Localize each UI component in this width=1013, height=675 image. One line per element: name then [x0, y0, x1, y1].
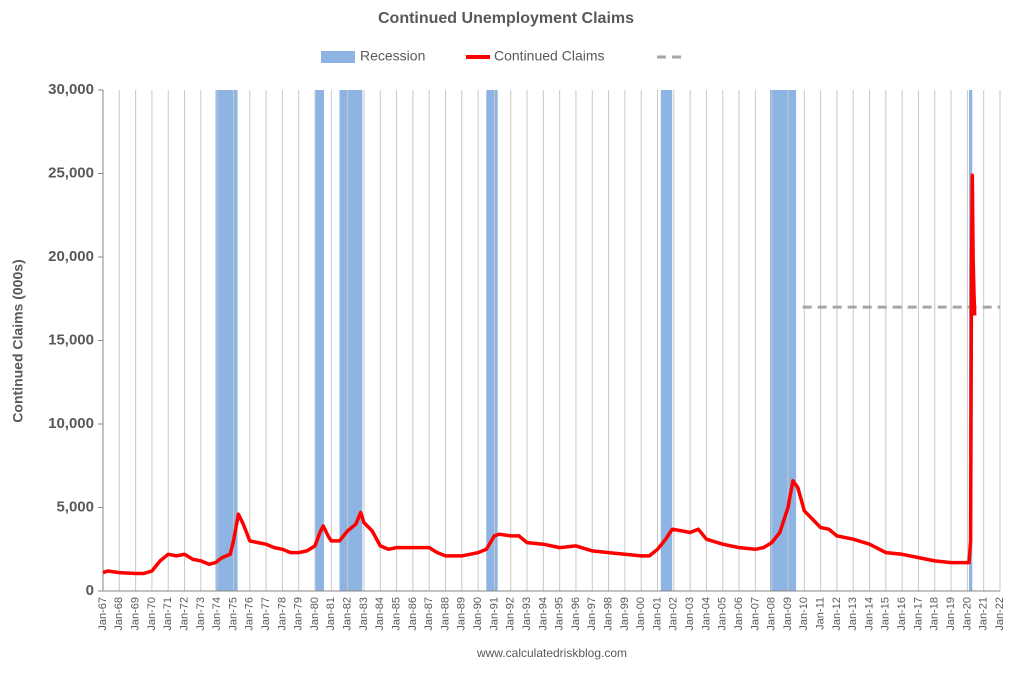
- x-tick-label: Jan-92: [505, 597, 517, 631]
- x-tick-label: Jan-67: [97, 597, 109, 631]
- x-tick-label: Jan-15: [880, 597, 892, 631]
- x-tick-label: Jan-03: [684, 597, 696, 631]
- recession-band: [660, 90, 673, 591]
- y-tick-label: 30,000: [48, 81, 94, 98]
- legend-label: Continued Claims: [494, 48, 605, 64]
- x-tick-label: Jan-06: [733, 597, 745, 631]
- x-tick-label: Jan-79: [293, 597, 305, 631]
- x-tick-label: Jan-01: [651, 597, 663, 631]
- x-tick-label: Jan-88: [439, 597, 451, 631]
- x-tick-label: Jan-87: [423, 597, 435, 631]
- x-tick-label: Jan-18: [929, 597, 941, 631]
- x-tick-label: Jan-68: [113, 597, 125, 631]
- x-tick-label: Jan-85: [390, 597, 402, 631]
- x-tick-label: Jan-16: [896, 597, 908, 631]
- x-tick-label: Jan-93: [521, 597, 533, 631]
- legend: Recession Continued Claims: [321, 48, 683, 64]
- y-tick-label: 0: [86, 582, 94, 599]
- x-tick-label: Jan-00: [635, 597, 647, 631]
- x-tick-label: Jan-82: [342, 597, 354, 631]
- x-tick-label: Jan-70: [146, 597, 158, 631]
- recession-band: [315, 90, 324, 591]
- x-tick-label: Jan-83: [358, 597, 370, 631]
- y-tick-label: 15,000: [48, 331, 94, 348]
- x-tick-label: Jan-90: [472, 597, 484, 631]
- y-tick-label: 20,000: [48, 248, 94, 265]
- x-tick-label: Jan-04: [700, 597, 712, 631]
- legend-swatch: [321, 51, 355, 63]
- source: www.calculatedriskblog.com: [476, 646, 627, 660]
- x-tick-label: Jan-74: [211, 597, 223, 631]
- legend-label: Recession: [360, 48, 425, 64]
- x-tick-label: Jan-69: [130, 597, 142, 631]
- x-tick-label: Jan-84: [374, 597, 386, 631]
- y-axis-label: Continued Claims (000s): [10, 259, 26, 422]
- x-tick-label: Jan-96: [570, 597, 582, 631]
- x-tick-label: Jan-12: [831, 597, 843, 631]
- x-tick-label: Jan-02: [668, 597, 680, 631]
- x-tick-label: Jan-99: [619, 597, 631, 631]
- x-tick-label: Jan-97: [586, 597, 598, 631]
- x-tick-label: Jan-89: [456, 597, 468, 631]
- x-tick-label: Jan-76: [244, 597, 256, 631]
- x-tick-label: Jan-14: [863, 597, 875, 631]
- x-tick-label: Jan-94: [537, 597, 549, 631]
- x-tick-label: Jan-10: [798, 597, 810, 631]
- y-tick-label: 5,000: [56, 498, 94, 515]
- x-tick-label: Jan-91: [488, 597, 500, 631]
- recession-band: [770, 90, 797, 591]
- x-tick-label: Jan-19: [945, 597, 957, 631]
- x-tick-label: Jan-11: [815, 597, 827, 630]
- chart-title: Continued Unemployment Claims: [378, 10, 634, 27]
- recession-band: [339, 90, 363, 591]
- x-tick-label: Jan-72: [178, 597, 190, 631]
- recession-band: [486, 90, 498, 591]
- series-line: [102, 173, 977, 576]
- x-tick-label: Jan-21: [978, 597, 990, 631]
- x-tick-label: Jan-08: [766, 597, 778, 631]
- x-tick-label: Jan-71: [162, 597, 174, 631]
- x-tick-label: Jan-81: [325, 597, 337, 631]
- y-tick-label: 10,000: [48, 415, 94, 432]
- recession-band: [215, 90, 238, 591]
- y-tick-label: 25,000: [48, 164, 94, 181]
- x-tick-label: Jan-05: [717, 597, 729, 631]
- x-tick-label: Jan-95: [554, 597, 566, 631]
- x-tick-label: Jan-13: [847, 597, 859, 631]
- x-tick-label: Jan-22: [994, 597, 1006, 631]
- x-tick-label: Jan-80: [309, 597, 321, 631]
- x-tick-label: Jan-17: [912, 597, 924, 631]
- x-tick-label: Jan-77: [260, 597, 272, 631]
- x-tick-label: Jan-98: [602, 597, 614, 631]
- x-tick-label: Jan-20: [961, 597, 973, 631]
- x-tick-label: Jan-86: [407, 597, 419, 631]
- x-tick-label: Jan-75: [227, 597, 239, 631]
- x-tick-label: Jan-09: [782, 597, 794, 631]
- x-tick-label: Jan-73: [195, 597, 207, 631]
- x-tick-label: Jan-78: [276, 597, 288, 631]
- x-tick-label: Jan-07: [749, 597, 761, 631]
